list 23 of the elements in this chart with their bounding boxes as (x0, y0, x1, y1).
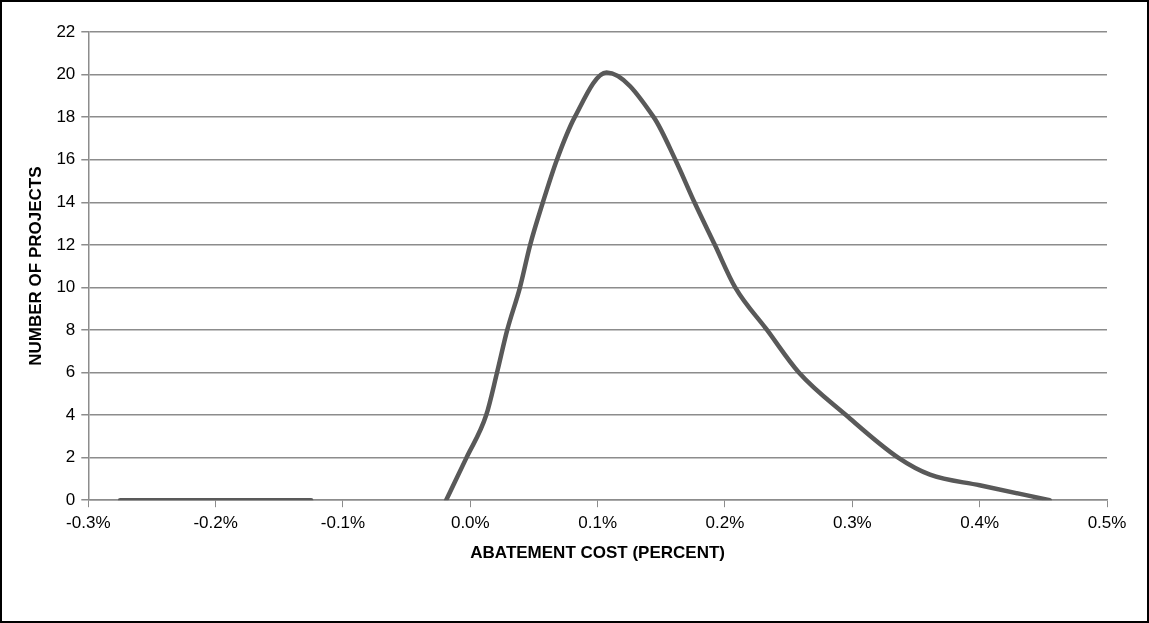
y-tick-label: 14 (56, 191, 76, 211)
y-tick-label: 4 (65, 404, 76, 424)
y-tick-label: 16 (56, 149, 76, 169)
x-tick-label: 0.3% (832, 513, 872, 533)
x-tick-label: -0.1% (320, 513, 366, 533)
x-tick-label: 0.5% (1087, 513, 1127, 533)
y-tick-label: 10 (56, 277, 76, 297)
x-tick-label: -0.3% (66, 513, 111, 533)
x-tick-label: -0.2% (193, 513, 238, 533)
x-tick-label: 0.0% (450, 513, 490, 533)
x-tick-label: 0.1% (578, 513, 618, 533)
y-tick-label: 2 (65, 447, 76, 467)
y-axis-title: NUMBER OF PROJECTS (25, 166, 45, 366)
x-tick-label: 0.4% (960, 513, 1000, 533)
y-tick-label: 20 (56, 64, 76, 84)
y-tick-label: 22 (56, 21, 76, 41)
y-tick-label: 0 (65, 489, 76, 509)
y-tick-label: 8 (65, 319, 76, 339)
y-tick-label: 12 (56, 234, 76, 254)
y-tick-label: 6 (65, 362, 76, 382)
y-tick-label: 18 (56, 106, 76, 126)
x-axis-title: ABATEMENT COST (PERCENT) (470, 543, 725, 563)
x-tick-label: 0.2% (705, 513, 745, 533)
